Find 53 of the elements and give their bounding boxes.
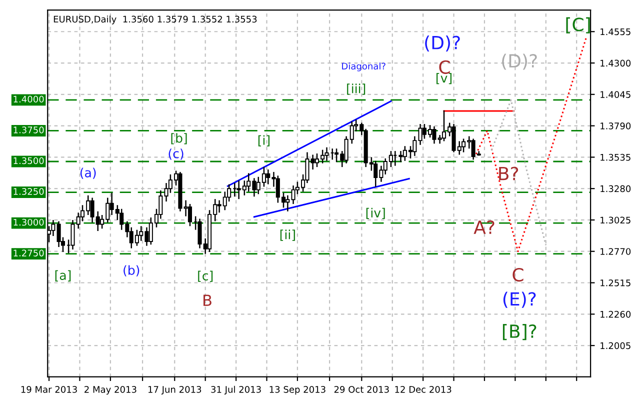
y-tick-label: 1.3535 bbox=[600, 154, 630, 161]
x-tick-label: 31 Jul 2013 bbox=[211, 386, 261, 394]
x-tick-label: 2 May 2013 bbox=[84, 386, 136, 395]
candlestick bbox=[418, 124, 422, 145]
y-tick-label: 1.2260 bbox=[600, 310, 631, 318]
annotation: [iv] bbox=[366, 208, 385, 219]
y-tick-label: 1.3025 bbox=[600, 216, 630, 224]
text: EURUSD,Daily 1.3560 1.3579 1.3552 1.3553 bbox=[54, 16, 257, 24]
annotation: [iii] bbox=[347, 84, 366, 95]
annotation: [i] bbox=[258, 135, 270, 146]
annotation: C bbox=[439, 60, 450, 74]
candlestick bbox=[188, 204, 192, 226]
candlestick bbox=[310, 154, 315, 170]
annotation: (c) bbox=[168, 148, 184, 160]
annotation: (D)? bbox=[425, 35, 460, 52]
annotation: [B]? bbox=[502, 324, 536, 340]
candlestick bbox=[398, 151, 403, 162]
annotation: (D)? bbox=[502, 54, 537, 70]
annotation: (E)? bbox=[503, 292, 536, 308]
x-tick-label: 19 Mar 2013 bbox=[21, 386, 77, 393]
annotation: [v] bbox=[436, 73, 452, 84]
y-tick-label: 1.4045 bbox=[600, 91, 630, 98]
annotation: (a) bbox=[80, 168, 96, 179]
annotation: [a] bbox=[55, 270, 71, 282]
y-tick-label: 1.4555 bbox=[600, 28, 630, 36]
y-tick-label: 1.3280 bbox=[600, 185, 631, 192]
y-tick-label: 1.2770 bbox=[600, 248, 631, 255]
y-tick-label: 1.4300 bbox=[600, 60, 631, 67]
annotation: (b) bbox=[124, 265, 140, 276]
ref-line-label: 1.4000 bbox=[14, 96, 44, 103]
annotation: C bbox=[512, 268, 524, 282]
ref-line-label: 1.3000 bbox=[14, 218, 44, 226]
annotation: Diagonal? bbox=[342, 62, 386, 72]
annotation: B? bbox=[499, 166, 518, 180]
annotation: [C] bbox=[566, 17, 590, 34]
y-tick-label: 1.2005 bbox=[600, 342, 630, 350]
annotation: A? bbox=[474, 220, 494, 234]
candlestick bbox=[324, 147, 329, 161]
annotation: [ii] bbox=[280, 230, 295, 241]
x-tick-label: 13 Sep 2013 bbox=[270, 386, 326, 395]
annotation: B bbox=[204, 294, 212, 306]
y-tick-label: 1.2515 bbox=[600, 279, 630, 286]
x-tick-label: 29 Oct 2013 bbox=[334, 386, 389, 393]
annotation: [c] bbox=[198, 270, 213, 282]
candlestick bbox=[412, 136, 417, 156]
x-tick-label: 12 Dec 2013 bbox=[395, 386, 452, 393]
ref-line-label: 1.2750 bbox=[14, 250, 44, 256]
x-tick-label: 17 Jun 2013 bbox=[148, 386, 202, 394]
annotation: [b] bbox=[171, 133, 187, 144]
ref-line-label: 1.3250 bbox=[14, 188, 44, 195]
ref-line-label: 1.3750 bbox=[14, 126, 44, 134]
ref-line-label: 1.3500 bbox=[14, 157, 44, 164]
y-tick-label: 1.3790 bbox=[600, 122, 631, 130]
